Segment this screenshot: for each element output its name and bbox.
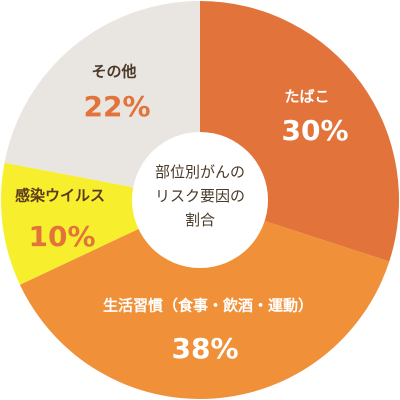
slice-label: たばこ: [284, 88, 329, 106]
donut-hole: [132, 132, 268, 268]
slice-label: その他: [91, 63, 136, 81]
value-label: 22%: [83, 90, 150, 123]
value-label: 30%: [281, 114, 348, 147]
slice: [19, 200, 390, 399]
chart-title: 部位別がんの リスク要因の 割合: [154, 163, 245, 229]
slice-label: 生活習慣（食事・飲酒・運動）: [103, 297, 313, 315]
value-label: 38%: [171, 332, 238, 365]
slice: [4, 1, 200, 200]
slice-label: 感染ウイルス: [15, 187, 105, 205]
value-label: 10%: [28, 220, 95, 253]
